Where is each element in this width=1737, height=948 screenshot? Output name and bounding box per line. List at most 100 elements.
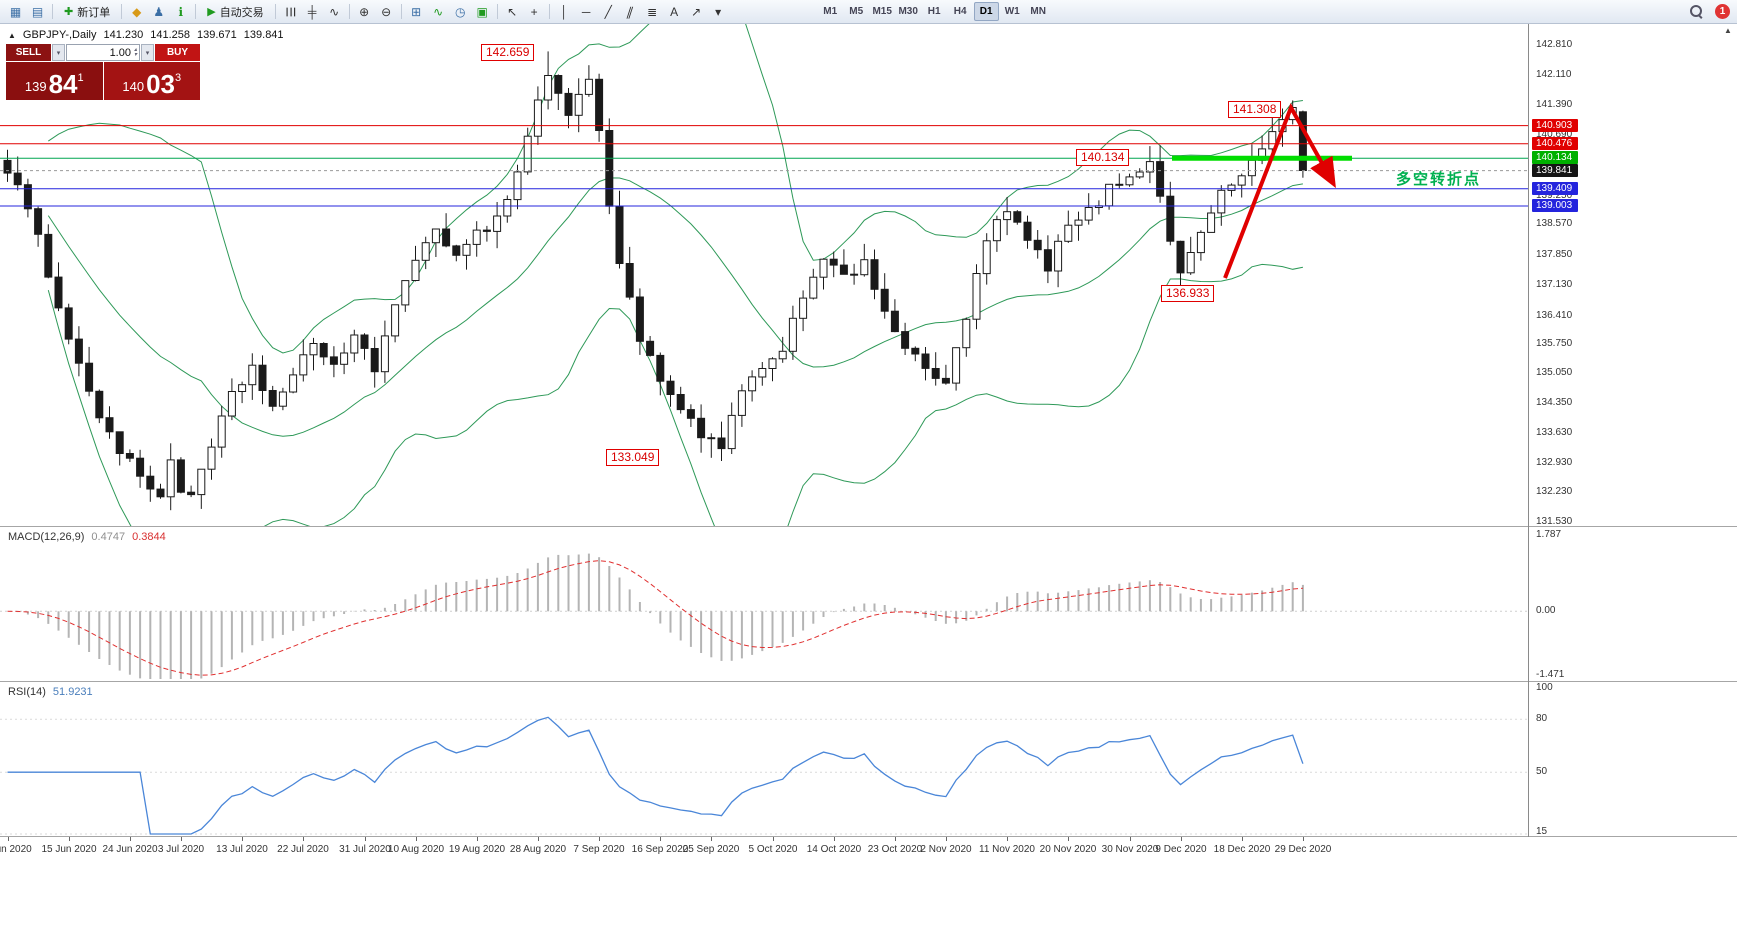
- rsi-panel[interactable]: [0, 682, 1528, 836]
- panel-separator[interactable]: [0, 681, 1737, 682]
- new-order-button[interactable]: ✚ 新订单: [57, 2, 117, 22]
- timeframe-toolbar: M1 M5 M15 M30 H1 H4 D1 W1 MN: [818, 2, 1051, 21]
- chart-shift-marker[interactable]: ▲: [1724, 26, 1732, 35]
- notification-badge[interactable]: 1: [1715, 4, 1730, 19]
- price-annotation[interactable]: 140.134: [1076, 149, 1130, 166]
- candle-chart-button[interactable]: ╪: [302, 2, 323, 22]
- price-annotation[interactable]: 133.049: [606, 449, 660, 466]
- tf-h4[interactable]: H4: [953, 6, 967, 17]
- channel-button[interactable]: ∥: [620, 2, 641, 22]
- indicators-button[interactable]: ∿: [428, 2, 449, 22]
- zoom-in-button[interactable]: ⊕: [354, 2, 375, 22]
- sell-button[interactable]: SELL: [6, 44, 51, 61]
- date-label: 5 Oct 2020: [748, 844, 798, 855]
- templates-button[interactable]: ▣: [472, 2, 493, 22]
- line-chart-button[interactable]: ∿: [324, 2, 345, 22]
- mql5-button[interactable]: ◆: [126, 2, 147, 22]
- crosshair-button[interactable]: +: [524, 2, 545, 22]
- price-axis[interactable]: ▲ 142.810142.110141.390140.690139.970139…: [1529, 24, 1737, 527]
- date-tick: [1130, 837, 1131, 841]
- arrows-tool-button[interactable]: ↗: [686, 2, 707, 22]
- tile-windows-button[interactable]: ⊞: [406, 2, 427, 22]
- bar-chart-button[interactable]: ☰: [280, 2, 301, 22]
- sell-price-figure: 139: [24, 79, 47, 94]
- one-click-trading-widget: SELL ▾ 1.00 ▴ ▾ ▾ BUY 139 84 1: [6, 44, 200, 100]
- vertical-line-button[interactable]: │: [554, 2, 575, 22]
- candle-chart-icon: ╪: [307, 4, 317, 19]
- trend-arrow[interactable]: [1223, 102, 1336, 279]
- buy-button[interactable]: BUY: [155, 44, 200, 61]
- chart-profiles-button[interactable]: ▤: [27, 2, 48, 22]
- search-button[interactable]: [1686, 2, 1707, 22]
- quote-high: 141.258: [150, 29, 191, 41]
- tf-mn[interactable]: MN: [1030, 6, 1046, 17]
- tf-m15[interactable]: M15: [872, 6, 892, 17]
- macd-signal-line: [7, 560, 1303, 676]
- date-tick: [181, 837, 182, 841]
- fibonacci-button[interactable]: ≣: [642, 2, 663, 22]
- symbol-label: GBPJPY-,Daily: [22, 29, 97, 41]
- horizontal-line-button[interactable]: ─: [576, 2, 597, 22]
- cursor-button[interactable]: ↖: [502, 2, 523, 22]
- rsi-tick: 80: [1536, 713, 1548, 724]
- auto-trading-button[interactable]: ▶ 自动交易: [200, 2, 270, 22]
- rsi-axis[interactable]: 100 80 50 15: [1529, 682, 1737, 837]
- date-tick: [711, 837, 712, 841]
- turning-point-text[interactable]: 多空转折点: [1396, 171, 1482, 188]
- buy-price-button[interactable]: 140 03 3: [103, 62, 200, 100]
- volume-input[interactable]: 1.00 ▴ ▾: [66, 44, 140, 61]
- panel-separator[interactable]: [0, 526, 1737, 527]
- info-button[interactable]: ℹ: [170, 2, 191, 22]
- price-badge: 139.003: [1532, 199, 1578, 212]
- bar-chart-icon: ☰: [283, 6, 298, 17]
- community-button[interactable]: ♟: [148, 2, 169, 22]
- date-tick: [660, 837, 661, 841]
- price-tick: 132.930: [1536, 457, 1573, 468]
- sell-price-pips: 84: [48, 69, 78, 99]
- zoom-out-button[interactable]: ⊖: [376, 2, 397, 22]
- tf-m1[interactable]: M1: [823, 6, 838, 17]
- collapse-icon[interactable]: ▲: [8, 30, 16, 40]
- new-chart-button[interactable]: ▦: [5, 2, 26, 22]
- cursor-icon: ↖: [507, 4, 518, 19]
- price-annotation[interactable]: 141.308: [1228, 101, 1282, 118]
- price-chart[interactable]: ▲ GBPJPY-,Daily 141.230 141.258 139.671 …: [0, 24, 1528, 526]
- sell-price-point: 1: [77, 72, 84, 84]
- tf-h1[interactable]: H1: [927, 6, 941, 17]
- sell-dropdown[interactable]: ▾: [52, 44, 65, 61]
- date-tick: [69, 837, 70, 841]
- volume-value: 1.00: [109, 46, 131, 59]
- tf-d1[interactable]: D1: [973, 2, 999, 21]
- macd-canvas: [0, 553, 1528, 679]
- tf-w1[interactable]: W1: [1004, 6, 1020, 17]
- date-tick: [946, 837, 947, 841]
- macd-main-value: 0.4747: [91, 531, 126, 543]
- price-chart-canvas[interactable]: [0, 24, 1528, 526]
- trendline-icon: ╱: [604, 4, 612, 19]
- sell-price-button[interactable]: 139 84 1: [6, 62, 103, 100]
- toolbar-separator: [496, 4, 498, 19]
- periods-button[interactable]: ◷: [450, 2, 471, 22]
- price-tick: 131.530: [1536, 516, 1573, 527]
- community-icon: ♟: [153, 4, 165, 19]
- shapes-dropdown-button[interactable]: ▾: [708, 2, 729, 22]
- buy-dropdown[interactable]: ▾: [141, 44, 154, 61]
- text-tool-icon: A: [670, 4, 679, 19]
- price-badge: 140.476: [1532, 137, 1578, 150]
- volume-spinner[interactable]: ▴ ▾: [134, 47, 137, 58]
- price-annotation[interactable]: 142.659: [481, 44, 535, 61]
- date-tick: [538, 837, 539, 841]
- tf-m5[interactable]: M5: [849, 6, 864, 17]
- quote-low: 139.671: [197, 29, 237, 41]
- tf-m30[interactable]: M30: [898, 6, 918, 17]
- price-badge: 140.903: [1532, 119, 1578, 132]
- new-order-label: 新订单: [77, 6, 111, 19]
- macd-panel[interactable]: [0, 527, 1528, 681]
- price-annotation[interactable]: 136.933: [1161, 285, 1215, 302]
- quote-close: 139.841: [243, 29, 284, 41]
- price-tick: 135.050: [1536, 367, 1573, 378]
- macd-axis[interactable]: 1.787 0.00 -1.471: [1529, 527, 1737, 681]
- text-tool-button[interactable]: A: [664, 2, 685, 22]
- trendline-button[interactable]: ╱: [598, 2, 619, 22]
